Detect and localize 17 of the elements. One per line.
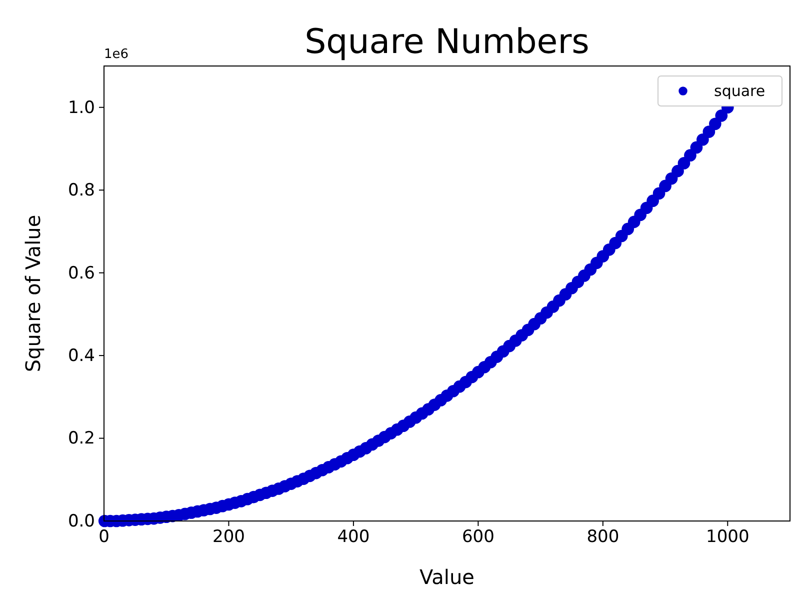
y-tick-label: 0.2: [68, 428, 95, 449]
y-tick-label: 1.0: [68, 98, 95, 118]
y-tick-label: 0.4: [68, 346, 95, 366]
x-tick-label: 400: [337, 527, 370, 548]
y-tick-label: 0.6: [68, 263, 95, 284]
y-tick-label: 0.8: [68, 180, 95, 201]
x-tick-label: 800: [586, 527, 620, 548]
x-tick-label: 600: [462, 527, 494, 548]
x-tick-label: 0: [98, 527, 110, 548]
x-axis-title: Value: [420, 565, 474, 589]
y-axis-title: Square of Value: [21, 214, 45, 372]
legend-label: square: [714, 82, 766, 100]
text: 1e6: [104, 47, 129, 62]
chart-title: Square Numbers: [304, 22, 590, 62]
x-tick-label: 1000: [706, 527, 750, 548]
x-tick-label: 200: [212, 527, 245, 548]
y-tick-label: 0.0: [68, 511, 95, 532]
